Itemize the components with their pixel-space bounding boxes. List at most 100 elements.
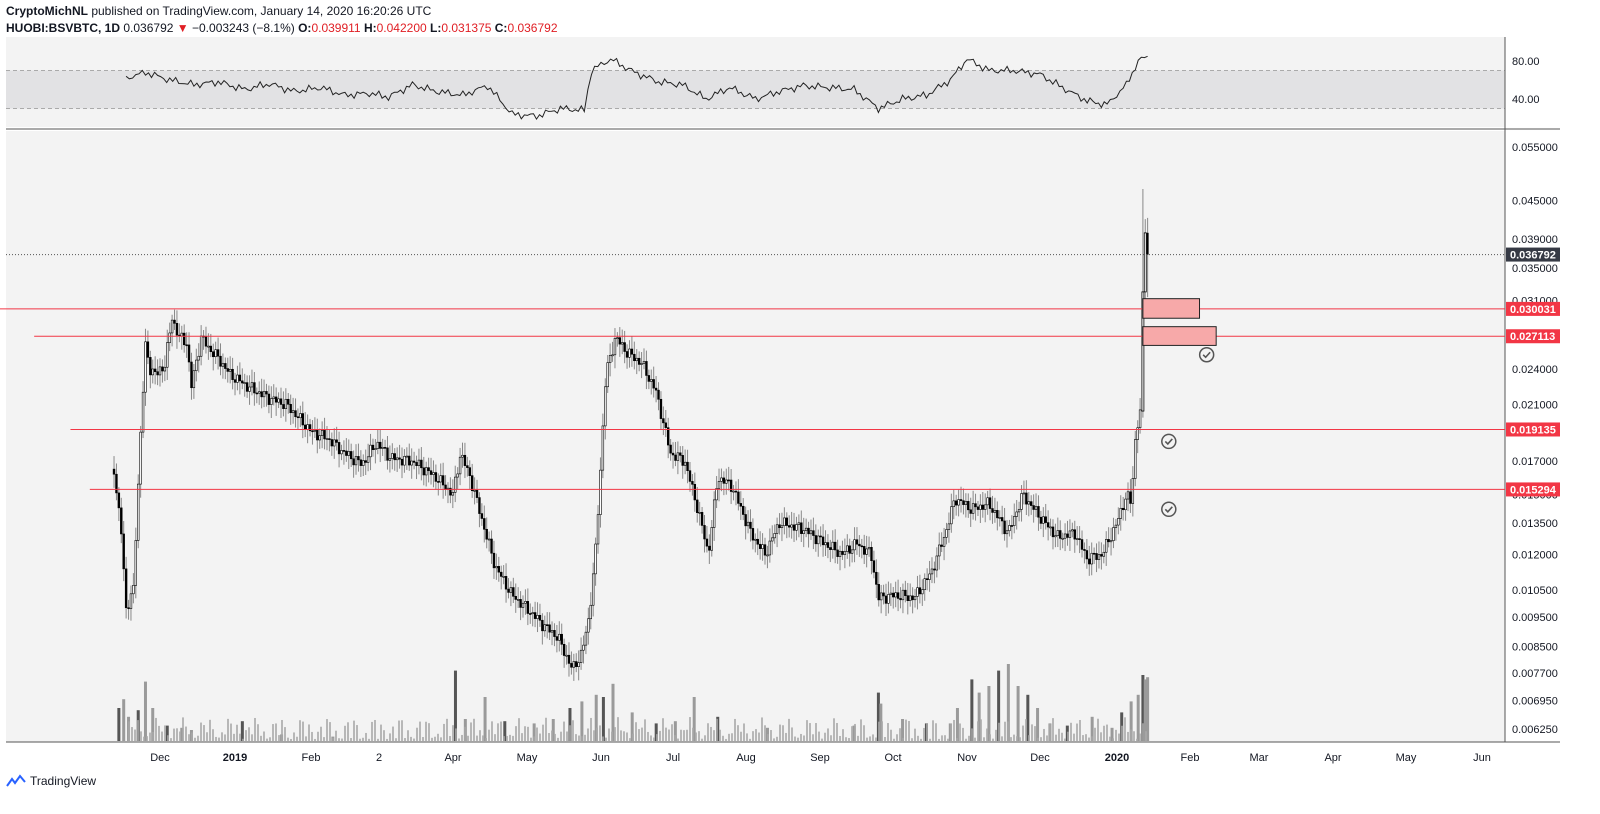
check-mark [1164, 438, 1173, 446]
author-name[interactable]: CryptoMichNL [6, 4, 88, 18]
volume-bar [491, 721, 493, 741]
candle-body [500, 571, 503, 577]
volume-bar [1139, 733, 1141, 741]
candle-body [1056, 530, 1060, 536]
candle-body [746, 521, 750, 527]
candle-body [1143, 232, 1147, 293]
volume-bar [1103, 725, 1105, 741]
candle-body [509, 587, 513, 593]
volume-bar [908, 720, 910, 741]
volume-bar [686, 729, 688, 741]
volume-bar [467, 735, 469, 741]
candle-body [398, 457, 401, 460]
candle-body [127, 607, 130, 610]
volume-bar [419, 721, 421, 741]
volume-bar [632, 733, 634, 741]
volume-bar [557, 737, 559, 741]
candle-body [412, 460, 416, 463]
candle-body [395, 457, 399, 461]
time-tick-label: Apr [1324, 752, 1341, 764]
candle-body [441, 475, 445, 486]
volume-bar [1013, 734, 1015, 741]
volume-bar [692, 727, 694, 741]
price-tick-label: 0.006950 [1512, 695, 1558, 707]
volume-bar [532, 723, 536, 741]
volume-bar [998, 722, 1000, 741]
volume-bar [848, 738, 850, 741]
volume-bar [608, 728, 610, 741]
time-tick-label: Feb [302, 752, 321, 764]
candle-body [666, 427, 670, 446]
candle-body [763, 544, 767, 556]
volume-bar [1055, 734, 1057, 741]
volume-bar [890, 729, 892, 741]
time-tick-label: Mar [1250, 752, 1269, 764]
volume-bar [356, 725, 358, 741]
price-tick-label: 0.017000 [1512, 456, 1558, 468]
candle-body [199, 335, 203, 357]
candle-body [1032, 505, 1035, 510]
candle-body [942, 536, 946, 547]
volume-bar [737, 725, 739, 741]
volume-bar [329, 722, 331, 741]
high-value: 0.042200 [376, 21, 427, 35]
volume-bar [527, 726, 529, 741]
candle-body [843, 551, 847, 555]
last-price-tag [1506, 247, 1560, 262]
candle-body [1003, 520, 1006, 535]
candle-body [1097, 554, 1101, 560]
candle-body [729, 479, 733, 492]
volume-bar [1007, 721, 1009, 741]
candle-body [124, 568, 128, 609]
candle-body [613, 338, 617, 356]
volume-bar [779, 724, 781, 741]
candle-body [405, 455, 409, 458]
time-tick-label: 2020 [1105, 752, 1129, 764]
candle-body [887, 594, 890, 604]
tradingview-footer[interactable]: TradingView [6, 774, 96, 788]
price-tick-label: 0.010500 [1512, 585, 1558, 597]
candle-body [635, 357, 638, 362]
candle-body [979, 504, 982, 510]
volume-bar [272, 724, 274, 741]
candle-body [156, 371, 159, 376]
candle-body [1027, 501, 1030, 505]
level-label: 0.015294 [1510, 484, 1557, 496]
candle-body [185, 344, 188, 347]
candle-body [928, 573, 931, 580]
candle-body [320, 430, 324, 436]
candle-body [166, 342, 169, 368]
volume-bar [551, 730, 553, 741]
candle-body [507, 588, 510, 593]
candle-body [417, 459, 421, 467]
candle-body [485, 528, 488, 540]
volume-bar [218, 737, 220, 741]
candle-body [359, 459, 363, 466]
volume-bar [953, 719, 955, 741]
volume-bar [617, 717, 619, 741]
candle-body [362, 460, 365, 466]
candle-body [1044, 516, 1047, 523]
candle-body [918, 587, 922, 595]
candle-body [1085, 550, 1089, 560]
candle-body [596, 514, 600, 545]
volume-bar [1085, 734, 1087, 741]
volume-bar [488, 729, 490, 741]
volume-bar [180, 727, 184, 741]
candle-body [850, 549, 854, 554]
volume-bar [1091, 736, 1093, 741]
candle-body [132, 585, 135, 595]
volume-bar [611, 731, 613, 741]
volume-bar [151, 708, 155, 741]
candle-body [1090, 552, 1093, 565]
volume-bar [437, 733, 439, 741]
candle-body [391, 453, 394, 459]
candle-body [258, 391, 261, 394]
candle-body [717, 481, 721, 489]
volume-bar [182, 717, 184, 741]
volume-bar [923, 727, 925, 741]
candle-body [241, 380, 244, 384]
candle-body [260, 391, 263, 398]
volume-bar [901, 719, 905, 741]
